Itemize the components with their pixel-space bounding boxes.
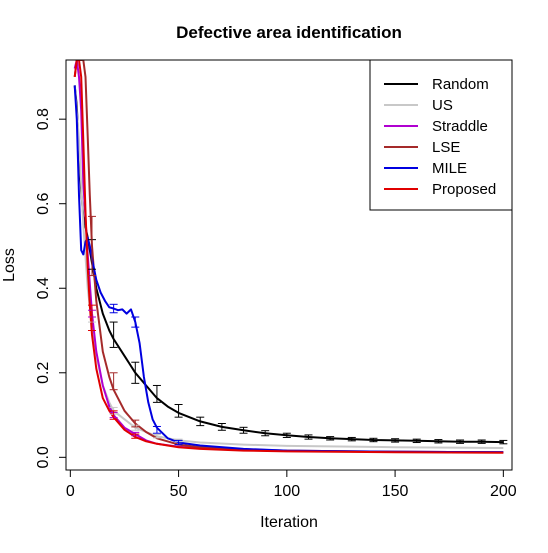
x-axis: 0 50 100 150 200 [66, 469, 517, 500]
x-tick-label: 50 [170, 483, 188, 500]
legend-item-mile: MILE [384, 160, 467, 177]
legend-label: Straddle [432, 118, 488, 135]
error-bar-random [131, 361, 140, 384]
legend-label: Random [432, 76, 489, 93]
x-axis-title: Iteration [260, 514, 318, 531]
error-bar-mile [131, 316, 140, 328]
error-bar-random [109, 321, 118, 348]
legend-item-proposed: Proposed [384, 181, 496, 198]
error-bar-random [282, 432, 291, 438]
chart-title: Defective area identification [176, 23, 402, 42]
y-tick-label: 0.4 [35, 277, 52, 299]
y-tick-label: 0.8 [35, 108, 52, 130]
errorbar-layer [87, 215, 508, 446]
error-bar-random [239, 426, 248, 434]
error-bar-random [174, 403, 183, 418]
error-bar-proposed [131, 433, 140, 439]
legend-item-lse: LSE [384, 139, 460, 156]
error-bar-random [456, 439, 465, 444]
error-bar-mile [109, 303, 118, 314]
y-tick-label: 0.0 [35, 446, 52, 468]
error-bar-random [196, 416, 205, 427]
y-tick-label: 0.2 [35, 362, 52, 384]
error-bar-random [304, 434, 313, 440]
legend-item-straddle: Straddle [384, 118, 488, 135]
error-bar-lse [131, 419, 140, 428]
error-bar-random [412, 438, 421, 444]
legend-item-us: US [384, 97, 453, 114]
series-line-us [73, 85, 504, 449]
error-bar-random [261, 430, 270, 437]
y-axis-title: Loss [1, 248, 18, 282]
legend-label: Proposed [432, 181, 496, 198]
x-tick-label: 100 [273, 483, 300, 500]
y-axis: 0.0 0.2 0.4 0.6 0.8 [35, 108, 67, 468]
error-bar-us [152, 433, 161, 439]
x-tick-label: 200 [490, 483, 517, 500]
error-bar-mile [152, 425, 161, 434]
series-line-lse [73, 60, 504, 454]
x-tick-label: 0 [66, 483, 75, 500]
legend-label: US [432, 97, 453, 114]
series-line-proposed [73, 60, 504, 454]
error-bar-random [499, 439, 508, 445]
error-bar-proposed [87, 304, 96, 332]
error-bar-random [434, 439, 443, 444]
error-bar-random [477, 439, 486, 444]
error-bar-proposed [109, 410, 118, 420]
error-bar-lse [109, 372, 118, 391]
error-bar-random [369, 437, 378, 443]
x-tick-label: 150 [382, 483, 409, 500]
legend-label: LSE [432, 139, 460, 156]
error-bar-random [326, 436, 335, 441]
error-bar-lse [87, 215, 96, 277]
legend-item-random: Random [384, 76, 489, 93]
error-bar-random [391, 438, 400, 443]
error-bar-random [152, 384, 161, 403]
legend-label: MILE [432, 160, 467, 177]
error-bar-random [347, 436, 356, 442]
error-bar-random [217, 423, 226, 431]
error-bar-mile [174, 439, 183, 446]
y-tick-label: 0.6 [35, 192, 52, 214]
legend: Random US Straddle LSE MILE Proposed [369, 59, 513, 211]
